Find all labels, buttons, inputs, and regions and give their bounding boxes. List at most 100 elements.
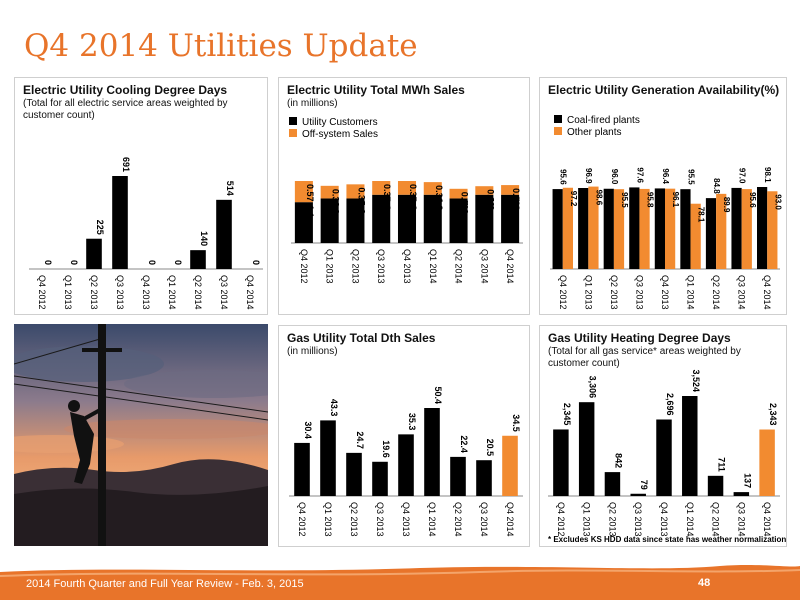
- mwh-bar-utility: [449, 198, 468, 243]
- dth-data-label: 19.6: [381, 440, 391, 458]
- cooling-data-label: 0: [147, 260, 157, 265]
- mwh-bar-offsystem: [501, 185, 520, 195]
- dth-bar: [346, 452, 362, 496]
- gen-bar-other: [562, 187, 573, 269]
- hdd-tick-label: Q2 2014: [711, 502, 721, 537]
- mwh-bar-offsystem: [397, 181, 417, 195]
- gen-bar-coal: [654, 188, 665, 269]
- gen-tick-label: Q2 2013: [609, 275, 619, 310]
- dth-tick-label: Q3 2013: [375, 502, 385, 537]
- gen-bar-coal: [705, 198, 717, 269]
- hdd-bar: [604, 472, 621, 496]
- dth-data-label: 50.4: [433, 386, 443, 404]
- dth-data-label: 20.5: [485, 439, 495, 457]
- cooling-bar: [190, 250, 206, 269]
- gen-bar-coal: [731, 187, 742, 269]
- mwh-tick-label: Q4 2012: [299, 249, 309, 284]
- mwh-data-label: 0.37: [382, 184, 392, 202]
- cooling-chart: 0 Q4 2012 0 Q1 2013 225 Q2 2013 691 Q3 2013 0 Q4 …: [29, 157, 263, 310]
- cooling-tick-label: Q4 2014: [245, 275, 255, 310]
- hdd-data-label: 842: [613, 453, 623, 468]
- cooling-bar: [216, 199, 232, 269]
- cooling-degree-days-panel: Electric Utility Cooling Degree Days (To…: [14, 77, 268, 315]
- gen-bar-coal: [757, 187, 768, 269]
- dth-chart: 30.4 Q4 2012 43.3 Q1 2013 24.7 Q2 2013 19.6 Q3 …: [289, 386, 523, 537]
- hdd-tick-label: Q4 2012: [556, 502, 566, 537]
- gen-data-label: 98.1: [763, 167, 772, 183]
- hdd-data-label: 3,306: [588, 376, 598, 399]
- dth-bar: [372, 461, 388, 496]
- hdd-bar: [578, 402, 595, 496]
- gen-bar-coal: [680, 189, 691, 269]
- gen-legend-swatch: [554, 127, 562, 135]
- gen-chart-title: Electric Utility Generation Availability…: [548, 83, 780, 97]
- gen-data-label: 97.6: [635, 167, 644, 183]
- hdd-chart: 2,345 Q4 2012 3,306 Q1 2013 842 Q2 2013 79 Q3 2…: [548, 369, 780, 537]
- gen-bar-other: [613, 189, 625, 269]
- mwh-chart-subtitle: (in millions): [287, 98, 338, 109]
- gen-tick-label: Q1 2014: [686, 275, 696, 310]
- mwh-bar-offsystem: [449, 188, 468, 199]
- gen-tick-label: Q3 2013: [634, 275, 644, 310]
- gen-tick-label: Q4 2014: [762, 275, 772, 310]
- mwh-legend-label: Off-system Sales: [302, 129, 378, 140]
- hdd-data-label: 2,696: [665, 393, 675, 416]
- mwh-data-label: 0.34: [331, 189, 341, 207]
- mwh-data-label: 1.2: [331, 201, 341, 214]
- cooling-data-label: 0: [173, 260, 183, 265]
- mwh-data-label: 1.3: [485, 198, 495, 211]
- gen-data-label: 78.1: [697, 207, 706, 223]
- mwh-data-label: 1.3: [511, 198, 521, 211]
- cooling-data-label: 0: [251, 260, 261, 265]
- mwh-bar-utility: [372, 194, 391, 243]
- hdd-data-label: 3,524: [691, 369, 701, 392]
- gen-data-label: 93.0: [773, 194, 782, 210]
- hdd-data-label: 137: [742, 473, 752, 488]
- hdd-tick-label: Q4 2013: [659, 502, 669, 537]
- dth-tick-label: Q2 2013: [349, 502, 359, 537]
- hdd-tick-label: Q1 2014: [685, 502, 695, 537]
- mwh-data-label: 0.57: [305, 184, 315, 202]
- mwh-bar-utility: [423, 194, 442, 243]
- hdd-tick-label: Q4 2014: [762, 502, 772, 537]
- gen-bar-other: [588, 186, 599, 269]
- dth-tick-label: Q3 2014: [479, 502, 489, 537]
- hdd-footnote: * Excludes KS HDD data since state has w…: [548, 535, 787, 544]
- hdd-bar: [759, 429, 775, 496]
- dth-tick-label: Q1 2014: [427, 502, 437, 537]
- gen-bar-other: [690, 203, 701, 269]
- dth-data-label: 24.7: [355, 431, 365, 449]
- gen-tick-label: Q1 2013: [583, 275, 593, 310]
- cooling-tick-label: Q1 2014: [167, 275, 177, 310]
- mwh-data-label: 0.37: [408, 184, 418, 202]
- hdd-chart-title: Gas Utility Heating Degree Days: [548, 331, 731, 345]
- dth-data-label: 35.3: [407, 413, 417, 431]
- dth-data-label: 22.4: [459, 435, 469, 453]
- mwh-data-label: 1.2: [460, 201, 470, 214]
- cooling-data-label: 225: [95, 220, 105, 235]
- dth-bar: [320, 420, 336, 496]
- mwh-bar-offsystem: [372, 181, 391, 195]
- mwh-bar-utility: [397, 194, 417, 243]
- dth-bar: [398, 434, 414, 496]
- gen-bar-coal: [578, 188, 589, 269]
- gen-data-label: 96.0: [610, 169, 619, 185]
- mwh-bar-offsystem: [423, 182, 442, 195]
- mwh-bar-utility: [501, 194, 520, 243]
- mwh-data-label: 0.34: [434, 185, 444, 203]
- photo-illustration: [14, 324, 268, 546]
- dth-chart-subtitle: (in millions): [287, 346, 338, 357]
- gen-bar-coal: [603, 188, 614, 269]
- hdd-tick-label: Q1 2013: [582, 502, 592, 537]
- dth-bar: [476, 460, 492, 496]
- mwh-tick-label: Q4 2014: [505, 249, 515, 284]
- page-number: 48: [698, 577, 711, 589]
- hdd-chart-subtitle: (Total for all gas service* areas weight…: [548, 346, 741, 369]
- hdd-bar: [630, 493, 646, 496]
- hdd-data-label: 711: [717, 457, 727, 472]
- gen-tick-label: Q4 2013: [660, 275, 670, 310]
- cooling-bar: [112, 176, 128, 269]
- hdd-tick-label: Q2 2013: [607, 502, 617, 537]
- gen-legend-swatch: [554, 115, 562, 123]
- gen-legend-label: Other plants: [567, 127, 621, 138]
